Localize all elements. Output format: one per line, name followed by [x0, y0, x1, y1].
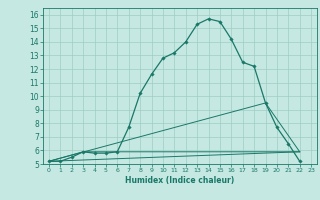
X-axis label: Humidex (Indice chaleur): Humidex (Indice chaleur): [125, 176, 235, 185]
